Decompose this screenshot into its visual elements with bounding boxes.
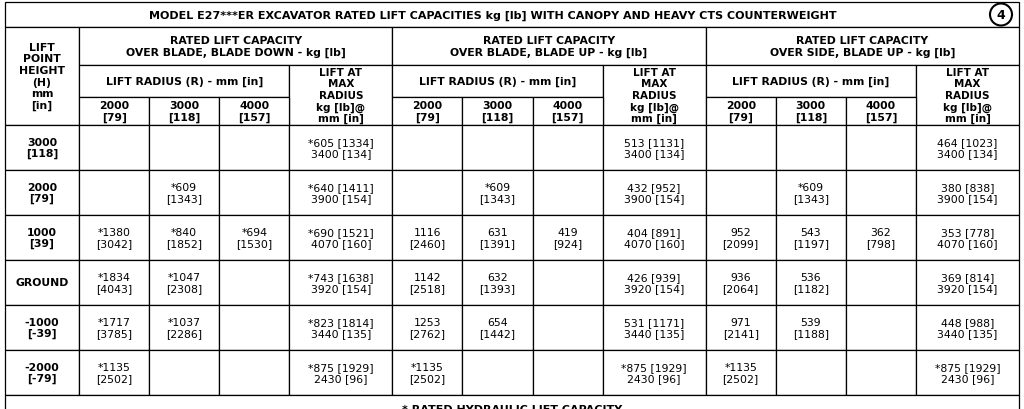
Text: 353 [778]
4070 [160]: 353 [778] 4070 [160] (937, 227, 997, 249)
Bar (706, 66, 915, 98)
Text: 404 [891]
4070 [160]: 404 [891] 4070 [160] (624, 227, 684, 249)
Bar (219, 305, 290, 350)
Text: LIFT RADIUS (R) - mm [in]: LIFT RADIUS (R) - mm [in] (732, 76, 890, 87)
Bar (602, 305, 706, 350)
Text: 513 [1131]
3400 [134]: 513 [1131] 3400 [134] (624, 137, 684, 159)
Bar (392, 66, 602, 98)
Bar (706, 350, 776, 395)
Bar (532, 305, 602, 350)
Text: 2000
[79]: 2000 [79] (99, 101, 129, 123)
Bar (532, 98, 602, 126)
Text: 3000
[118]: 3000 [118] (168, 101, 201, 123)
Text: RATED LIFT CAPACITY
OVER BLADE, BLADE DOWN - kg [lb]: RATED LIFT CAPACITY OVER BLADE, BLADE DO… (126, 36, 346, 58)
Text: -1000
[-39]: -1000 [-39] (25, 317, 59, 339)
Bar (290, 350, 392, 395)
Text: 432 [952]
3900 [154]: 432 [952] 3900 [154] (624, 182, 684, 204)
Bar (5, 261, 79, 305)
Text: 4: 4 (996, 9, 1006, 22)
Bar (290, 216, 392, 261)
Bar (79, 350, 150, 395)
Text: 1142
[2518]: 1142 [2518] (410, 272, 445, 294)
Text: *609
[1343]: *609 [1343] (479, 182, 515, 204)
Text: 426 [939]
3920 [154]: 426 [939] 3920 [154] (624, 272, 684, 294)
Text: *1135
[2502]: *1135 [2502] (410, 362, 445, 383)
Text: 448 [988]
3440 [135]: 448 [988] 3440 [135] (937, 317, 997, 339)
Bar (776, 216, 846, 261)
Text: *609
[1343]: *609 [1343] (793, 182, 828, 204)
Text: LIFT RADIUS (R) - mm [in]: LIFT RADIUS (R) - mm [in] (105, 76, 263, 87)
Text: GROUND: GROUND (15, 278, 69, 288)
Text: *875 [1929]
2430 [96]: *875 [1929] 2430 [96] (935, 362, 1000, 383)
Bar (915, 261, 1019, 305)
Bar (846, 216, 915, 261)
Bar (532, 126, 602, 171)
Bar (5, 305, 79, 350)
Text: 971
[2141]: 971 [2141] (723, 317, 759, 339)
Bar (706, 126, 776, 171)
Bar (5, 28, 79, 126)
Text: RATED LIFT CAPACITY
OVER BLADE, BLADE UP - kg [lb]: RATED LIFT CAPACITY OVER BLADE, BLADE UP… (451, 36, 647, 58)
Text: *1037
[2286]: *1037 [2286] (166, 317, 202, 339)
Text: * RATED HYDRAULIC LIFT CAPACITY: * RATED HYDRAULIC LIFT CAPACITY (401, 404, 623, 409)
Text: LIFT RADIUS (R) - mm [in]: LIFT RADIUS (R) - mm [in] (419, 76, 577, 87)
Bar (219, 350, 290, 395)
Bar (290, 171, 392, 216)
Text: *1047
[2308]: *1047 [2308] (166, 272, 203, 294)
Bar (392, 305, 463, 350)
Text: 654
[1442]: 654 [1442] (479, 317, 515, 339)
Bar (392, 171, 463, 216)
Text: LIFT AT
MAX
RADIUS
kg [lb]@
mm [in]: LIFT AT MAX RADIUS kg [lb]@ mm [in] (316, 67, 366, 124)
Bar (846, 261, 915, 305)
Bar (290, 66, 392, 126)
Bar (915, 216, 1019, 261)
Bar (846, 350, 915, 395)
Text: *605 [1334]
3400 [134]: *605 [1334] 3400 [134] (308, 137, 374, 159)
Text: *609
[1343]: *609 [1343] (166, 182, 202, 204)
Bar (776, 305, 846, 350)
Bar (776, 126, 846, 171)
Bar (463, 216, 532, 261)
Text: 531 [1171]
3440 [135]: 531 [1171] 3440 [135] (624, 317, 684, 339)
Text: *1135
[2502]: *1135 [2502] (723, 362, 759, 383)
Bar (915, 305, 1019, 350)
Bar (532, 350, 602, 395)
Bar (846, 171, 915, 216)
Bar (463, 98, 532, 126)
Text: *840
[1852]: *840 [1852] (166, 227, 202, 249)
Bar (5, 216, 79, 261)
Bar (392, 98, 463, 126)
Bar (463, 261, 532, 305)
Bar (776, 350, 846, 395)
Bar (706, 98, 776, 126)
Text: 1253
[2762]: 1253 [2762] (410, 317, 445, 339)
Text: 3000
[118]: 3000 [118] (795, 101, 827, 123)
Bar (79, 216, 150, 261)
Bar (602, 171, 706, 216)
Bar (392, 261, 463, 305)
Text: RATED LIFT CAPACITY
OVER SIDE, BLADE UP - kg [lb]: RATED LIFT CAPACITY OVER SIDE, BLADE UP … (770, 36, 955, 58)
Bar (79, 28, 392, 66)
Text: *1135
[2502]: *1135 [2502] (96, 362, 132, 383)
Text: 2000
[79]: 2000 [79] (413, 101, 442, 123)
Text: 632
[1393]: 632 [1393] (479, 272, 515, 294)
Bar (915, 171, 1019, 216)
Bar (602, 350, 706, 395)
Bar (706, 305, 776, 350)
Bar (776, 171, 846, 216)
Bar (776, 261, 846, 305)
Bar (602, 261, 706, 305)
Text: 536
[1182]: 536 [1182] (793, 272, 828, 294)
Text: 3000
[118]: 3000 [118] (26, 137, 58, 159)
Bar (915, 126, 1019, 171)
Bar (5, 395, 1019, 409)
Text: *690 [1521]
4070 [160]: *690 [1521] 4070 [160] (308, 227, 374, 249)
Text: 936
[2064]: 936 [2064] (723, 272, 759, 294)
Bar (846, 98, 915, 126)
Text: *1834
[4043]: *1834 [4043] (96, 272, 132, 294)
Bar (392, 126, 463, 171)
Bar (602, 66, 706, 126)
Bar (150, 171, 219, 216)
Bar (219, 261, 290, 305)
Text: MODEL E27***ER EXCAVATOR RATED LIFT CAPACITIES kg [lb] WITH CANOPY AND HEAVY CTS: MODEL E27***ER EXCAVATOR RATED LIFT CAPA… (150, 10, 837, 20)
Bar (290, 261, 392, 305)
